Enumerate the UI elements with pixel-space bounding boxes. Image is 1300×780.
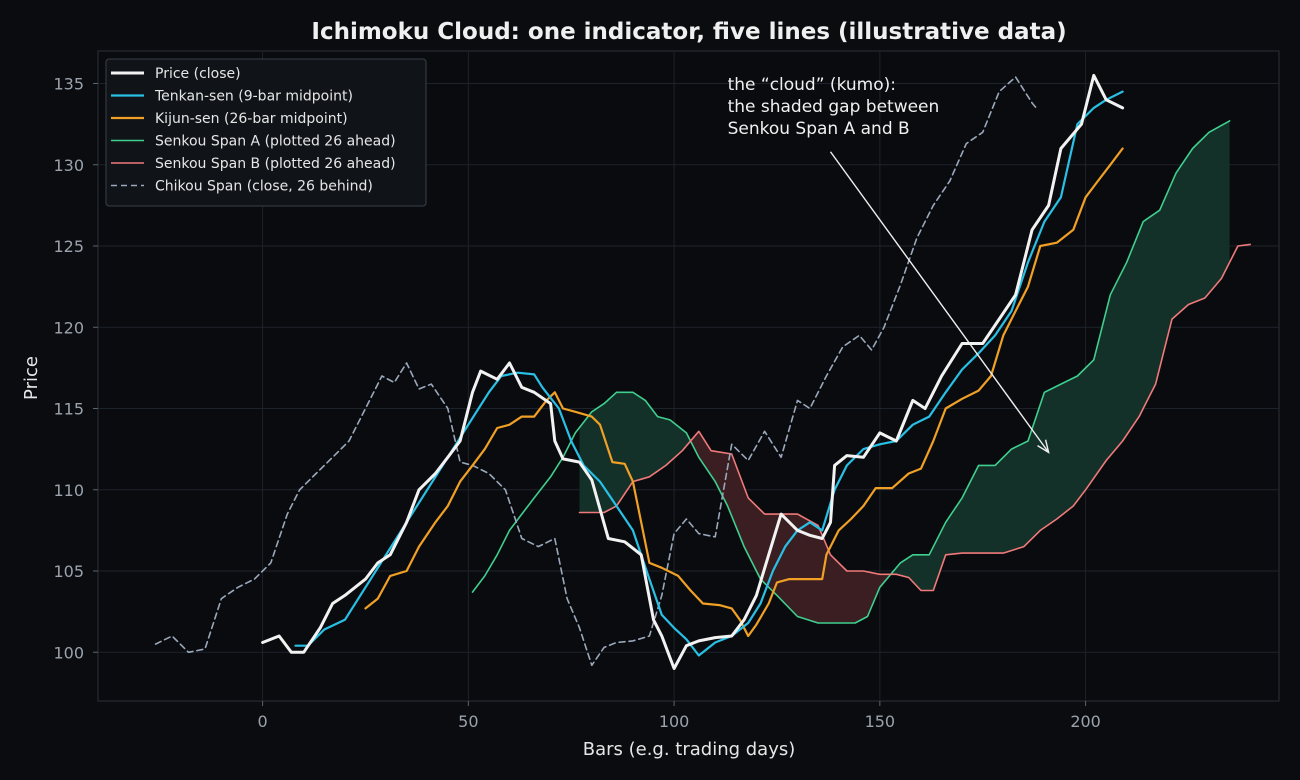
y-tick-label: 125 (53, 237, 84, 256)
y-tick-label: 130 (53, 156, 84, 175)
x-tick-label: 150 (865, 712, 896, 731)
x-tick-label: 0 (258, 712, 268, 731)
x-axis-label: Bars (e.g. trading days) (583, 739, 796, 760)
legend-label: Kijun-sen (26-bar midpoint) (155, 111, 348, 127)
legend-label: Chikou Span (close, 26 behind) (155, 179, 373, 195)
cloud-bearish (691, 431, 892, 623)
kijun-sen-line (364, 147, 1124, 638)
annotation-text-line: the “cloud” (kumo): (728, 75, 896, 95)
cloud-annotation: the “cloud” (kumo):the shaded gap betwee… (728, 75, 1050, 454)
kumo-cloud (579, 120, 1230, 623)
y-tick-label: 105 (53, 562, 84, 581)
x-tick-label: 200 (1070, 712, 1101, 731)
legend: Price (close) Tenkan-sen (9-bar midpoint)… (105, 58, 427, 207)
legend-box (105, 58, 427, 207)
chikou-span-line (154, 76, 1037, 667)
legend-label: Price (close) (155, 66, 241, 82)
annotation-text-line: Senkou Span A and B (728, 119, 910, 139)
cloud-bullish (891, 120, 1230, 591)
y-tick-label: 135 (53, 75, 84, 94)
y-axis-label: Price (21, 356, 42, 400)
x-tick-label: 100 (659, 712, 690, 731)
annotation-arrow (829, 151, 1050, 453)
legend-label: Senkou Span A (plotted 26 ahead) (155, 134, 396, 150)
annotation-arrowhead (1037, 439, 1050, 454)
y-axis-ticks: 100 105 110 115 120 125 130 135 (53, 75, 98, 662)
chart-title: Ichimoku Cloud: one indicator, five line… (311, 19, 1066, 45)
senkou-span-a-line (471, 120, 1231, 624)
series-lines (154, 73, 1251, 670)
x-tick-label: 50 (458, 712, 478, 731)
cloud-bullish (579, 392, 692, 513)
tenkan-sen-line (294, 90, 1124, 657)
annotation-text-line: the shaded gap between (728, 97, 940, 117)
legend-label: Senkou Span B (plotted 26 ahead) (155, 156, 396, 172)
legend-label: Tenkan-sen (9-bar midpoint) (154, 89, 353, 105)
y-tick-label: 110 (53, 481, 84, 500)
price-line (261, 73, 1125, 670)
senkou-span-b-line (578, 243, 1251, 592)
x-axis-ticks: 0 50 100 150 200 (258, 701, 1101, 731)
y-tick-label: 120 (53, 318, 84, 337)
y-tick-label: 115 (53, 400, 84, 419)
y-tick-label: 100 (53, 643, 84, 662)
